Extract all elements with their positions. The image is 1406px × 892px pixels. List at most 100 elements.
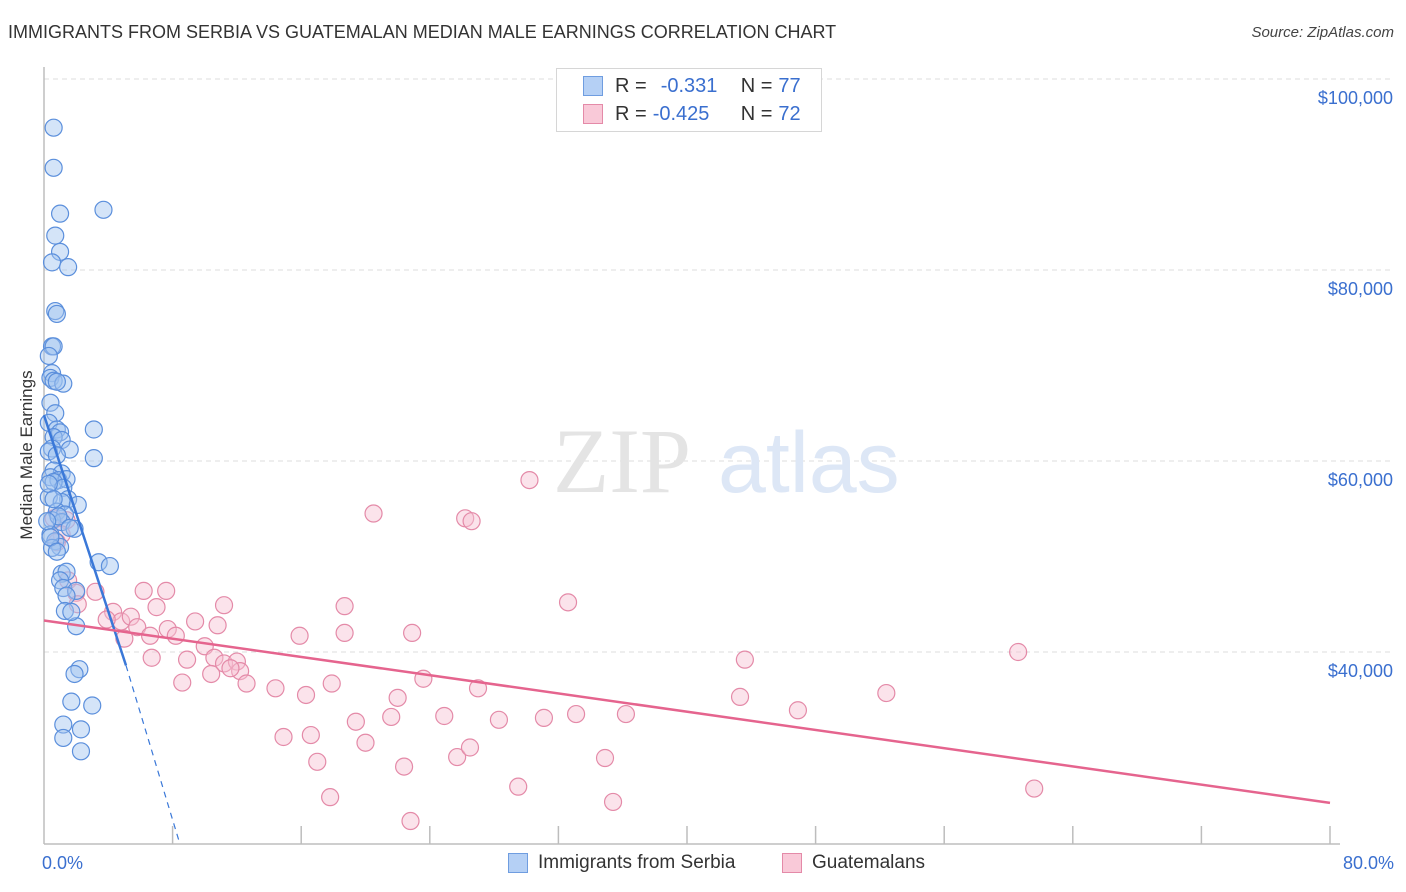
legend-item-serbia[interactable]: Immigrants from Serbia [508,852,735,874]
serbia-trend-line [42,414,128,666]
data-point [166,626,185,645]
data-point [186,612,205,631]
data-point [46,226,65,245]
data-point [616,704,636,724]
axes [43,67,1340,845]
data-point [403,623,422,643]
data-point [214,596,234,615]
data-point [55,601,74,621]
data-point [54,715,73,734]
data-point [520,471,539,490]
data-point [566,704,586,724]
guatemalans-points [44,471,1044,831]
data-point [38,512,57,531]
data-point [322,674,341,693]
r-value: -0.331 [660,74,718,97]
data-point [71,720,91,739]
data-point [266,679,285,698]
data-point [460,738,480,757]
data-point [489,710,509,729]
trend-lines [42,414,1331,842]
data-point [84,449,103,468]
data-point [177,650,197,669]
data-point [335,597,354,616]
data-point [394,757,414,776]
legend-label: Immigrants from Serbia [538,852,736,873]
x-max-label: 80.0% [1343,853,1394,873]
data-point [208,616,227,635]
data-point [97,610,116,629]
data-point [94,200,113,219]
data-point [227,652,246,671]
watermark-atlas: atlas [718,415,900,511]
data-point [65,664,84,684]
data-point [39,346,58,366]
data-point [1025,779,1044,798]
series-legend: Immigrants from Serbia Guatemalans [0,852,1406,878]
guatemalans-swatch [583,104,603,124]
legend-row-guatemalans: R = -0.425 N = 72 [583,102,801,126]
y-axis-label: Median Male Earnings [17,370,36,539]
data-point [128,618,147,637]
data-point [47,542,66,561]
data-point [301,725,320,745]
data-point [237,674,256,693]
data-point [115,629,134,648]
chart-title: IMMIGRANTS FROM SERBIA VS GUATEMALAN MED… [8,22,837,42]
y-tick-labels: $100,000 $80,000 $60,000 $40,000 [1318,88,1393,681]
data-point [290,626,309,645]
data-point [296,685,316,705]
data-point [346,712,365,731]
n-value: 72 [778,102,801,125]
data-point [121,607,140,626]
n-label: N = [740,102,773,125]
legend-item-guatemalans[interactable]: Guatemalans [782,852,925,874]
y-tick-label: $100,000 [1318,88,1393,108]
serbia-trend-extension [125,665,180,842]
data-point [44,118,63,137]
data-point [54,374,73,393]
data-point [877,683,896,703]
serbia-swatch [583,76,603,96]
data-point [558,593,578,612]
data-point [83,696,102,715]
data-point [46,301,65,321]
data-point [47,372,66,391]
data-point [49,507,68,526]
serbia-swatch [508,853,528,873]
data-point [468,679,488,698]
data-point [59,258,78,277]
data-point [44,490,63,509]
data-point [67,581,86,600]
data-point [173,673,192,692]
gridlines [44,78,1392,653]
data-point [603,792,623,812]
data-point [435,706,454,726]
data-point [509,777,528,796]
watermark-zip: ZIP [553,410,691,512]
data-point [534,708,554,727]
y-tick-label: $80,000 [1328,279,1393,299]
data-point [356,733,375,752]
data-point [57,586,76,605]
data-point [308,752,327,771]
data-point [448,747,467,767]
data-point [730,687,750,706]
data-point [274,727,293,747]
data-point [134,581,153,600]
data-point [62,692,81,711]
data-point [382,707,401,727]
data-point [321,788,340,807]
data-point [41,393,60,412]
r-value: -0.425 [652,102,710,125]
watermark: ZIP atlas [553,410,900,512]
data-point [221,659,240,678]
data-point [388,688,407,707]
y-tick-label: $60,000 [1328,470,1393,490]
guatemalans-trend-line [43,619,1331,805]
data-point [335,623,354,643]
data-point [44,337,63,356]
data-point [202,664,221,684]
legend-label: Guatemalans [812,852,926,873]
